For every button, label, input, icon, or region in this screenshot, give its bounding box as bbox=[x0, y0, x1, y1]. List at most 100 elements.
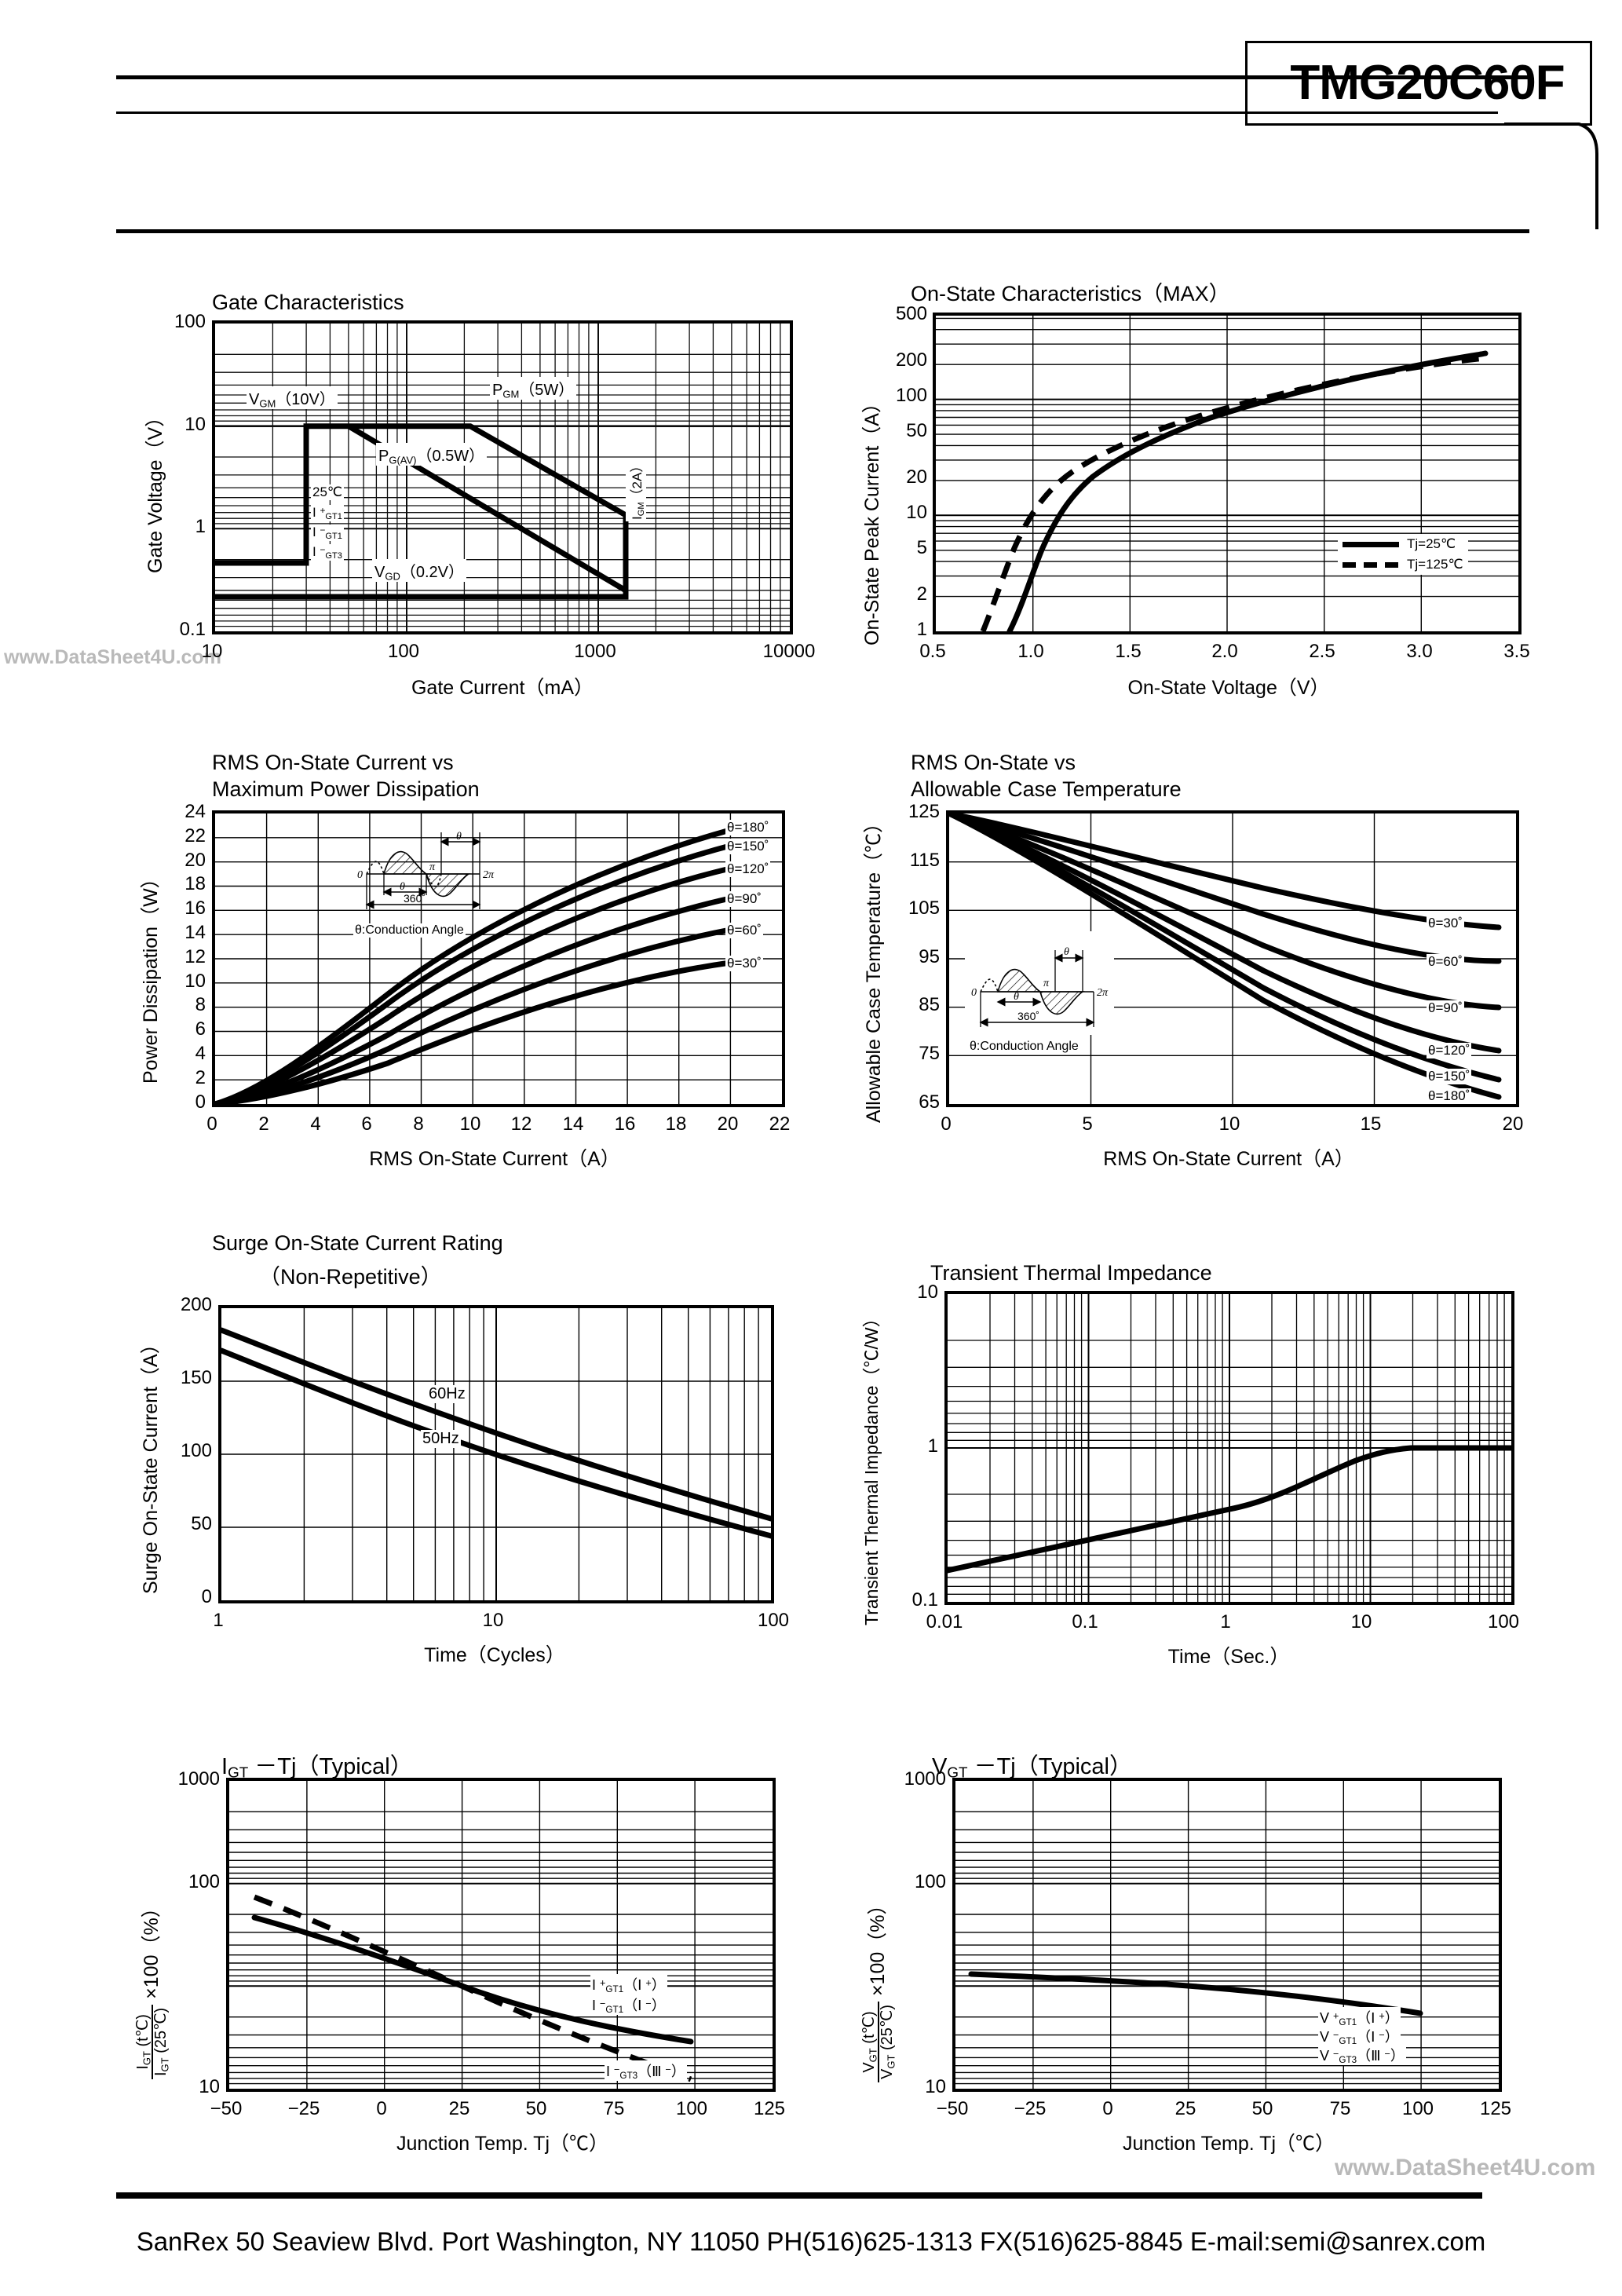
y-tick: 6 bbox=[195, 1018, 206, 1040]
x-axis-label: Time（Sec.） bbox=[1167, 1646, 1290, 1668]
x-tick: 2.5 bbox=[1309, 641, 1335, 662]
soa-boundary bbox=[215, 423, 629, 600]
chart-title: On-State Characteristics（MAX） bbox=[911, 282, 1230, 305]
x-tick: 2.0 bbox=[1211, 641, 1238, 662]
y-tick: 10 bbox=[184, 971, 206, 992]
label-60hz: 60Hz bbox=[427, 1385, 467, 1403]
temperature-annotation: 25℃ bbox=[311, 484, 345, 500]
theta-120-label: θ=120˚ bbox=[1427, 1043, 1472, 1058]
x-tick: −25 bbox=[1014, 2098, 1047, 2119]
x-tick: −50 bbox=[936, 2098, 969, 2119]
header-corner-curve bbox=[1504, 122, 1598, 229]
footer-address: SanRex 50 Seaview Blvd. Port Washington,… bbox=[136, 2227, 1486, 2256]
chart-title-line2: Allowable Case Temperature bbox=[911, 777, 1182, 801]
plot-area: I +GT1（Ⅰ +） I −GT1（Ⅰ −） I −GT3（Ⅲ −） bbox=[226, 1778, 776, 2092]
x-tick: 125 bbox=[753, 2098, 786, 2119]
vgt1-pos-label: V +GT1（Ⅰ +） bbox=[1318, 2007, 1401, 2027]
chart-title: IGT －Tj（Typical） bbox=[221, 1754, 413, 1781]
theta-180-label: θ=180˚ bbox=[725, 820, 771, 835]
x-axis-label: RMS On-State Current（A） bbox=[369, 1148, 620, 1170]
vgm-annotation: VGM（10V） bbox=[247, 386, 338, 410]
y-tick: 0.1 bbox=[179, 619, 206, 640]
curve-theta-90 bbox=[949, 813, 1502, 1011]
grid-horizontal bbox=[229, 1811, 773, 2085]
footer-rule bbox=[116, 2192, 1482, 2199]
svg-text:π: π bbox=[1043, 978, 1050, 989]
legend-label: Tj=125℃ bbox=[1407, 557, 1463, 572]
chart-rms-vs-power-dissipation: RMS On-State Current vs Maximum Power Di… bbox=[126, 751, 832, 1209]
plot-area: 0 π 2π θ θ 360˚ θ=30˚ θ=60˚ θ=90˚ θ=120˚… bbox=[946, 810, 1519, 1107]
x-tick: 0 bbox=[941, 1113, 952, 1135]
chart-title-line1: RMS On-State vs bbox=[911, 751, 1076, 774]
chart-surge-on-state-current: Surge On-State Current Rating （Non-Repet… bbox=[126, 1231, 832, 1712]
header-rule-bottom bbox=[116, 229, 1529, 233]
y-tick: 1 bbox=[195, 516, 206, 537]
grid-vertical bbox=[306, 1781, 696, 2089]
grid-vertical bbox=[1032, 1781, 1422, 2089]
chart-title-line2: （Non-Repetitive） bbox=[259, 1265, 442, 1289]
igt1-pos-label: I +GT1（Ⅰ +） bbox=[590, 1974, 667, 1994]
curve-tj25 bbox=[1006, 350, 1489, 631]
x-tick: 5 bbox=[1082, 1113, 1093, 1135]
y-tick: 75 bbox=[919, 1043, 940, 1064]
y-tick: 200 bbox=[180, 1294, 212, 1315]
y-tick: 85 bbox=[919, 994, 940, 1015]
vgt3-neg-label: V −GT3（Ⅲ −） bbox=[1318, 2045, 1406, 2065]
curve-zth bbox=[948, 1445, 1511, 1574]
y-tick: 18 bbox=[184, 873, 206, 894]
svg-text:360˚: 360˚ bbox=[404, 892, 426, 905]
chart-title: VGT －Tj（Typical） bbox=[932, 1754, 1132, 1781]
x-tick: 0.01 bbox=[926, 1611, 963, 1632]
y-tick: 50 bbox=[191, 1513, 212, 1534]
curve-theta-60 bbox=[215, 927, 733, 1104]
x-tick: 6 bbox=[361, 1113, 372, 1135]
y-tick: 100 bbox=[174, 311, 206, 332]
svg-text:π: π bbox=[429, 861, 436, 873]
legend-dashed-swatch bbox=[1343, 561, 1399, 568]
y-tick: 12 bbox=[184, 946, 206, 967]
x-tick: 10 bbox=[1350, 1611, 1372, 1632]
y-tick: 0.1 bbox=[911, 1589, 938, 1610]
y-tick: 2 bbox=[195, 1067, 206, 1088]
pgav-annotation: PG(AV)（0.5W） bbox=[376, 443, 488, 466]
x-tick: 100 bbox=[757, 1610, 790, 1631]
header-rule-top bbox=[116, 75, 1529, 79]
legend-label: Tj=25℃ bbox=[1407, 536, 1456, 551]
x-tick: 10000 bbox=[762, 641, 816, 662]
grid-horizontal bbox=[955, 1811, 1499, 2085]
x-tick: 50 bbox=[525, 2098, 547, 2119]
x-tick: 75 bbox=[1329, 2098, 1351, 2119]
y-tick: 10 bbox=[917, 1281, 938, 1303]
vgd-annotation: VGD（0.2V） bbox=[372, 559, 466, 583]
y-tick: 150 bbox=[180, 1367, 212, 1388]
x-tick: 10 bbox=[1218, 1113, 1240, 1135]
curve-theta-120 bbox=[215, 865, 733, 1104]
y-tick: 1000 bbox=[177, 1768, 220, 1790]
plot-svg bbox=[948, 1294, 1511, 1602]
x-tick: 25 bbox=[448, 2098, 470, 2119]
x-axis-label: Gate Current（mA） bbox=[411, 677, 594, 699]
y-tick: 125 bbox=[908, 801, 940, 822]
x-tick: 0 bbox=[1102, 2098, 1113, 2119]
curve-igt3 bbox=[253, 1894, 692, 2082]
svg-text:0: 0 bbox=[971, 987, 977, 999]
svg-text:360˚: 360˚ bbox=[1017, 1010, 1039, 1022]
y-tick: 95 bbox=[919, 946, 940, 967]
y-tick: 100 bbox=[895, 385, 927, 406]
igt1-pos-annotation: I +GT1 bbox=[311, 505, 344, 521]
watermark-left: www.DataSheet4U.com bbox=[4, 646, 221, 668]
plot-svg bbox=[229, 1781, 773, 2089]
x-tick: 1 bbox=[213, 1610, 224, 1631]
y-tick: 20 bbox=[184, 850, 206, 871]
x-tick: 1.0 bbox=[1017, 641, 1044, 662]
svg-text:0: 0 bbox=[357, 869, 363, 881]
part-number: TMG20C60F bbox=[1290, 56, 1565, 110]
x-tick: 10 bbox=[459, 1113, 481, 1135]
plot-svg: 0 π 2π θ θ 360˚ bbox=[215, 813, 782, 1104]
legend-solid-swatch bbox=[1343, 541, 1399, 547]
plot-area: V +GT1（Ⅰ +） V −GT1（Ⅰ −） V −GT3（Ⅲ −） bbox=[952, 1778, 1502, 2092]
curve-theta-90 bbox=[215, 895, 733, 1104]
x-tick: 1 bbox=[1220, 1611, 1231, 1632]
x-tick: 25 bbox=[1174, 2098, 1196, 2119]
